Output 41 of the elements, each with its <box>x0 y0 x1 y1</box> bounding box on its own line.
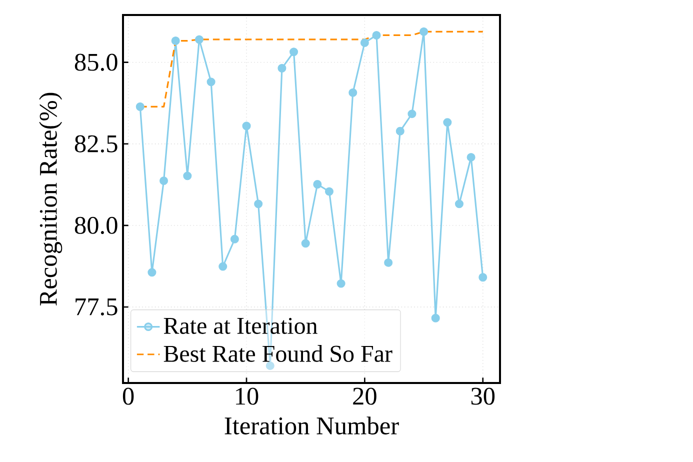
point <box>194 35 204 44</box>
y-axis-title: Recognition Rate(%) <box>39 92 62 306</box>
point <box>348 88 358 97</box>
y-tick-label: 77.5 <box>76 298 118 316</box>
point <box>171 36 180 46</box>
legend-label: Best Rate Found So Far <box>164 345 392 362</box>
point <box>206 78 216 86</box>
point <box>454 200 464 208</box>
point <box>254 200 263 208</box>
point <box>313 180 322 189</box>
x-tick-label: 20 <box>353 388 376 405</box>
point <box>478 273 488 282</box>
point <box>278 64 286 72</box>
point <box>336 279 346 288</box>
point <box>136 102 144 111</box>
point <box>324 187 334 196</box>
point <box>372 30 381 40</box>
point <box>466 152 476 162</box>
x-tick-label: 0 <box>122 388 134 405</box>
y-tick-label: 82.5 <box>74 135 118 152</box>
y-tick-label: 80.0 <box>74 216 118 234</box>
point <box>148 268 156 277</box>
point <box>408 110 416 118</box>
point <box>431 314 440 322</box>
point <box>183 172 192 180</box>
point <box>242 122 251 130</box>
x-axis-title: Iteration Number <box>224 416 399 434</box>
point <box>290 48 298 56</box>
point <box>230 234 239 244</box>
x-tick-label: 30 <box>471 388 495 405</box>
point <box>218 262 228 271</box>
point <box>301 239 310 248</box>
point <box>420 27 428 36</box>
legend-label: Rate at Iteration <box>164 318 318 334</box>
x-tick-label: 10 <box>236 388 258 405</box>
point <box>160 176 168 185</box>
point <box>443 118 452 127</box>
point <box>384 258 393 267</box>
point <box>360 38 369 47</box>
y-tick-label: 85.0 <box>74 54 118 71</box>
point <box>396 126 404 136</box>
